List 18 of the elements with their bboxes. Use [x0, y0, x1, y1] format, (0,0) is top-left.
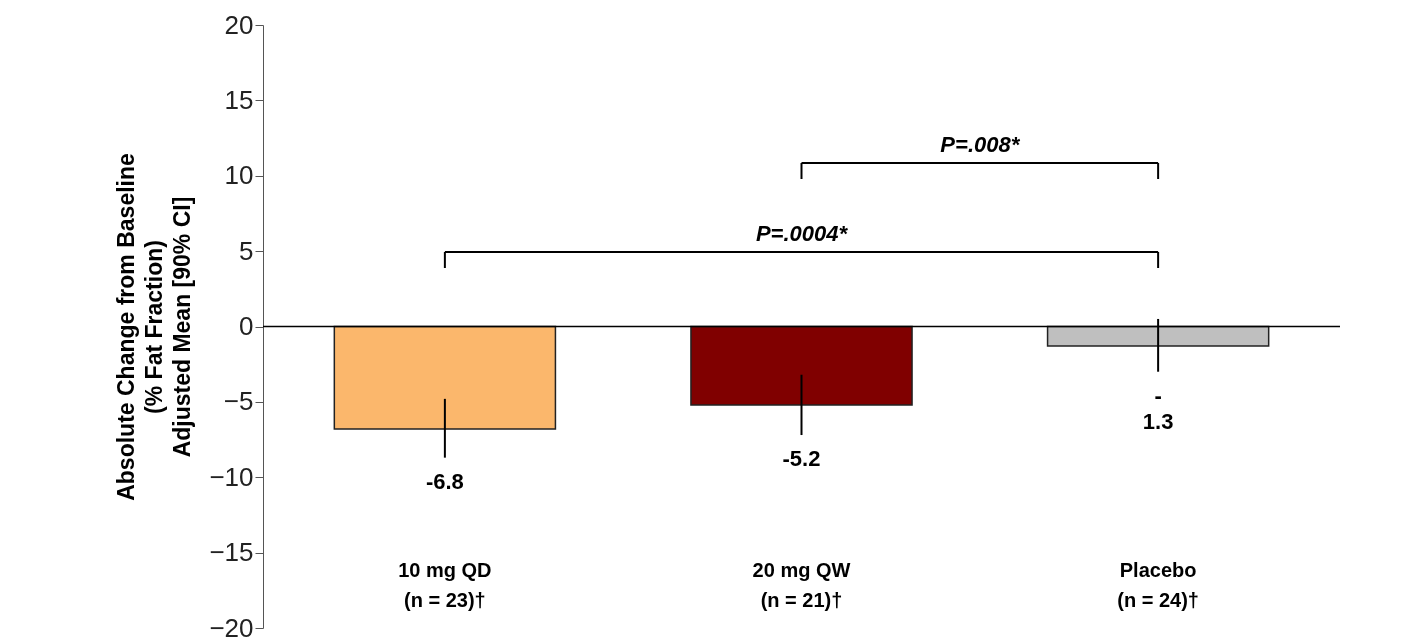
- x-tick-label: 10 mg QD (n = 23)†: [398, 558, 492, 611]
- x-tick-label: 20 mg QW (n = 21)†: [752, 558, 851, 611]
- y-tick-label: 0: [239, 311, 254, 341]
- y-tick-label: 5: [239, 235, 254, 266]
- y-tick-label: 20: [224, 9, 254, 40]
- annotation: P=.0004*: [755, 221, 849, 246]
- y-tick-label: 15: [224, 84, 254, 115]
- data-label: - 1.3: [1142, 382, 1174, 434]
- data-label: -6.8: [425, 468, 464, 494]
- x-tick-label: Placebo (n = 24)†: [1117, 558, 1199, 611]
- annotation: P=.008*: [940, 132, 1021, 157]
- y-tick-label: −10: [209, 461, 254, 492]
- data-label: -5.2: [782, 446, 821, 472]
- y-tick-label: 10: [224, 160, 254, 191]
- y-tick-label: −20: [209, 612, 254, 641]
- y-tick-label: −15: [209, 537, 254, 568]
- y-axis-title: Absolute Change from Baseline (% Fat Fraction) Adjusted Mean [90% CI]: [113, 153, 196, 501]
- y-tick-label: −5: [223, 386, 254, 417]
